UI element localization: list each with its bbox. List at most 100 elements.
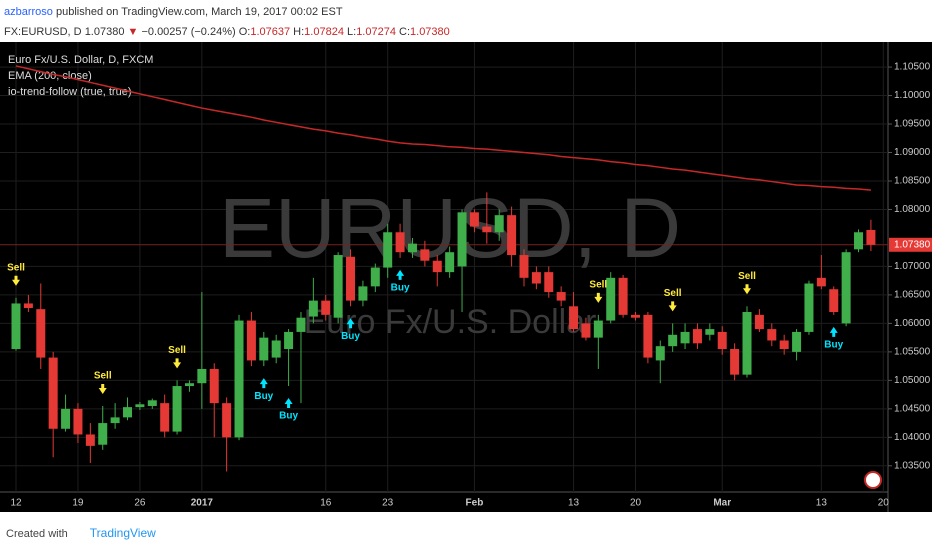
change: −0.00257 (−0.24%) [141, 26, 236, 38]
l-label: L: [347, 26, 357, 38]
y-tick-label: 1.07000 [894, 261, 931, 272]
candle-body [110, 417, 120, 424]
x-tick-label: 13 [568, 498, 580, 509]
y-tick-label: 1.04500 [894, 403, 931, 414]
background [0, 42, 932, 512]
candle-body [160, 403, 170, 432]
x-tick-label: Feb [466, 498, 484, 509]
candle-body [407, 243, 417, 253]
candle-body [259, 337, 269, 361]
candle-body [507, 215, 517, 256]
candle-body [346, 256, 356, 301]
y-tick-label: 1.06000 [894, 318, 931, 329]
last-price-tag [889, 237, 932, 252]
quote-line: FX:EURUSD, D 1.07380 ▼ −0.00257 (−0.24%)… [4, 22, 450, 42]
symbol-title: Euro Fx/U.S. Dollar, D, FXCM [8, 54, 153, 66]
chart: EURUSD, D Euro Fx/U.S. Dollar Euro Fx/U.… [0, 42, 932, 512]
candle-body [333, 255, 343, 318]
candle-body [631, 314, 640, 318]
sell-arrow [594, 292, 603, 303]
candle-body [705, 329, 715, 335]
candle-body [98, 423, 108, 445]
brand[interactable]: TradingView [89, 526, 156, 540]
candle-body [767, 329, 777, 341]
flag-icon[interactable] [864, 471, 882, 489]
buy-arrow [284, 398, 293, 409]
sell-arrow [668, 301, 677, 312]
x-tick-label: 2017 [191, 498, 214, 509]
candle-body [457, 212, 467, 267]
signal-label: Sell [94, 371, 112, 382]
candle-body [147, 400, 157, 406]
candle-body [271, 340, 281, 358]
candle-body [85, 434, 95, 446]
candle-body [581, 323, 591, 338]
published: published on TradingView.com, March 19, … [55, 6, 343, 18]
candle-body [321, 300, 331, 315]
candle-body [432, 260, 442, 273]
y-tick-label: 1.06500 [894, 290, 931, 301]
candle-body [11, 303, 21, 350]
candle-body [197, 368, 207, 384]
candle-body [48, 357, 58, 429]
signal-label: Buy [279, 411, 298, 422]
sell-arrow [173, 358, 182, 369]
candle-body [36, 309, 46, 358]
footer: Created with TradingView [6, 526, 156, 540]
header: azbarroso published on TradingView.com, … [4, 2, 450, 42]
y-tick-label: 1.03500 [894, 460, 931, 471]
y-tick-label: 1.04000 [894, 432, 931, 443]
x-tick-label: 20 [630, 498, 642, 509]
price: 1.07380 [84, 26, 125, 38]
candle-body [482, 226, 492, 233]
candle-body [730, 349, 740, 375]
candle-body [779, 340, 789, 350]
x-tick-label: 13 [816, 498, 828, 509]
candle-body [618, 277, 628, 315]
signal-label: Sell [7, 262, 25, 273]
candle-body [606, 277, 616, 321]
signal-label: Buy [391, 283, 410, 294]
candle-body [370, 267, 380, 287]
candle-body [519, 255, 529, 278]
candle-body [172, 386, 182, 432]
candle-body [531, 272, 541, 284]
candle-body [680, 331, 690, 344]
x-tick-label: 20 [878, 498, 890, 509]
y-tick-label: 1.10500 [894, 62, 931, 73]
candle-body [655, 346, 665, 361]
x-tick-label: 19 [72, 498, 84, 509]
y-tick-label: 1.05000 [894, 375, 931, 386]
y-tick-label: 1.10000 [894, 90, 931, 101]
signal-label: Buy [824, 339, 843, 350]
c-label: C: [399, 26, 411, 38]
candle-body [308, 300, 318, 317]
candle-body [692, 329, 702, 344]
x-tick-label: 23 [382, 498, 394, 509]
l: 1.07274 [356, 26, 396, 38]
arrow: ▼ [127, 26, 139, 38]
buy-arrow [829, 326, 838, 337]
buy-arrow [259, 378, 268, 389]
h: 1.07824 [304, 26, 344, 38]
buy-arrow [346, 318, 355, 329]
candle-body [754, 314, 764, 330]
candle-body [854, 232, 864, 250]
author[interactable]: azbarroso [4, 6, 53, 18]
x-tick-label: 16 [320, 498, 332, 509]
signal-label: Buy [254, 391, 273, 402]
candle-body [395, 232, 405, 253]
candle-body [841, 252, 851, 324]
candle-body [593, 320, 603, 338]
candle-body [123, 407, 133, 418]
candle-body [804, 283, 814, 332]
created: Created with [6, 528, 68, 540]
candle-body [284, 331, 294, 350]
buy-arrow [396, 269, 405, 280]
h-label: H: [293, 26, 305, 38]
candle-body [135, 404, 145, 408]
symbol: FX:EURUSD, D [4, 26, 82, 38]
ema-line [15, 65, 871, 191]
candle-body [556, 292, 566, 301]
